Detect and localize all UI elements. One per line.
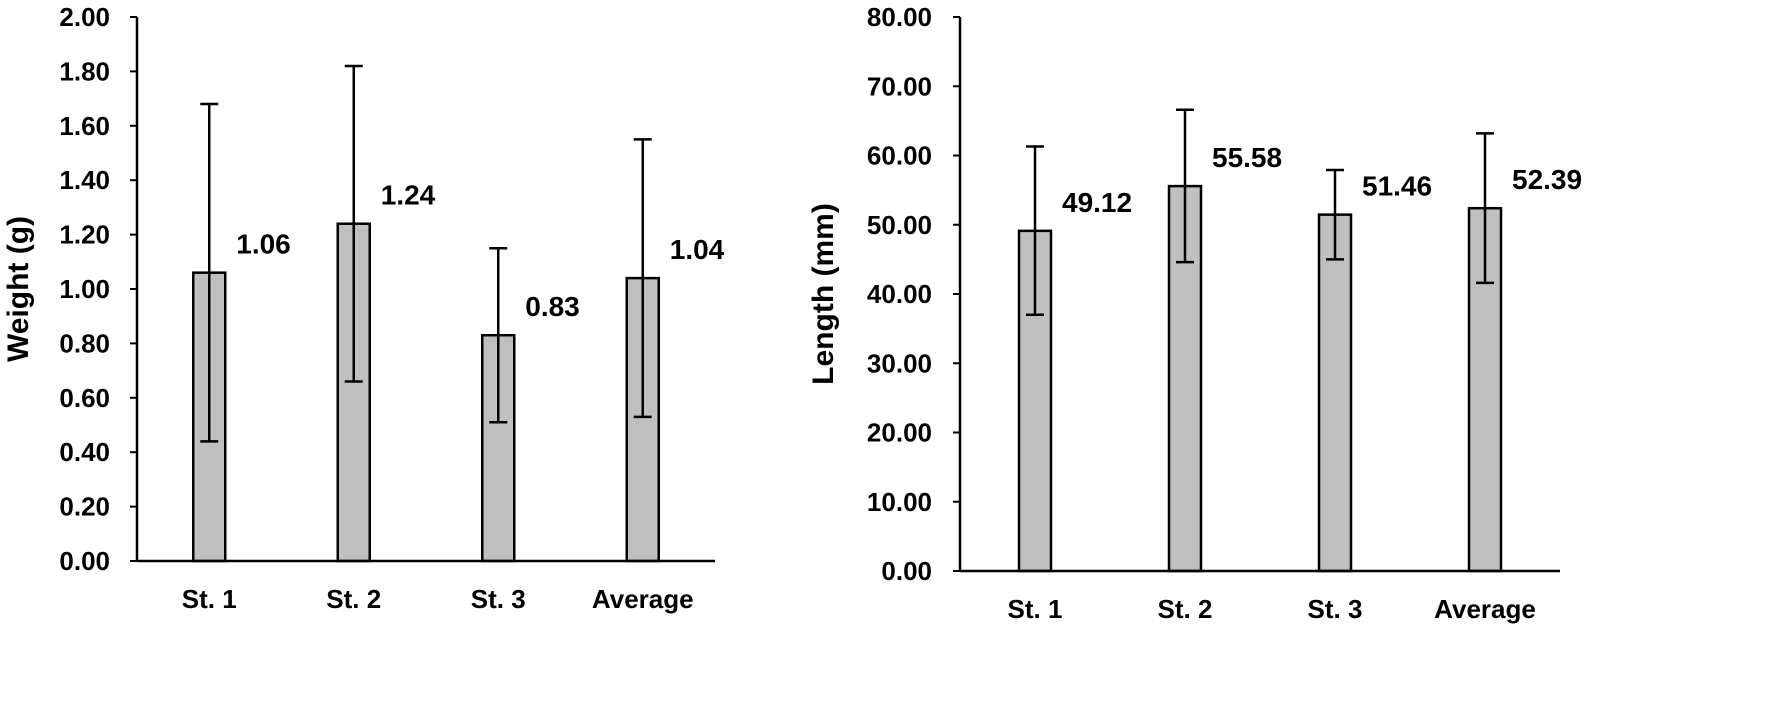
length-data-label: 51.46 xyxy=(1362,171,1432,202)
length-ytick-label: 80.00 xyxy=(867,2,932,32)
weight-category-label: St. 1 xyxy=(182,584,237,614)
length-chart: 0.00 10.00 20.00 30.00 40.00 50.00 60.00 70.00 8… xyxy=(807,2,1582,624)
weight-ytick-label: 1.20 xyxy=(59,220,110,250)
length-ytick-label: 10.00 xyxy=(867,487,932,517)
weight-category-label: St. 2 xyxy=(326,584,381,614)
weight-ytick-label: 1.40 xyxy=(59,165,110,195)
weight-y-axis-title: Weight (g) xyxy=(2,216,35,362)
length-ytick-label: 20.00 xyxy=(867,418,932,448)
weight-data-label: 1.24 xyxy=(381,180,436,211)
length-data-label: 52.39 xyxy=(1512,164,1582,195)
length-ytick-label: 40.00 xyxy=(867,279,932,309)
weight-ytick-label: 2.00 xyxy=(59,2,110,32)
weight-category-label: Average xyxy=(592,584,694,614)
weight-ytick-label: 0.20 xyxy=(59,492,110,522)
weight-chart: 0.00 0.20 0.40 0.60 0.80 1.00 1.20 1.40 1.60 1.80… xyxy=(2,2,725,614)
weight-ytick-label: 0.40 xyxy=(59,437,110,467)
length-data-label: 49.12 xyxy=(1062,187,1132,218)
weight-ytick-label: 0.80 xyxy=(59,328,110,358)
weight-data-label: 0.83 xyxy=(525,291,580,322)
weight-data-label: 1.06 xyxy=(236,229,291,260)
length-ytick-label: 30.00 xyxy=(867,348,932,378)
length-category-label: Average xyxy=(1434,594,1536,624)
length-ytick-label: 0.00 xyxy=(881,556,932,586)
length-category-label: St. 2 xyxy=(1158,594,1213,624)
length-ytick-label: 60.00 xyxy=(867,141,932,171)
weight-category-label: St. 3 xyxy=(471,584,526,614)
length-bar xyxy=(1317,213,1353,573)
length-data-label: 55.58 xyxy=(1212,142,1282,173)
length-category-label: St. 1 xyxy=(1008,594,1063,624)
weight-ytick-label: 1.80 xyxy=(59,56,110,86)
length-ytick-label: 50.00 xyxy=(867,210,932,240)
weight-ytick-label: 0.60 xyxy=(59,383,110,413)
weight-data-label: 1.04 xyxy=(670,234,725,265)
length-y-axis-title: Length (mm) xyxy=(807,203,840,385)
weight-ytick-label: 1.60 xyxy=(59,111,110,141)
weight-ytick-label: 1.00 xyxy=(59,274,110,304)
length-category-label: St. 3 xyxy=(1308,594,1363,624)
length-ytick-label: 70.00 xyxy=(867,71,932,101)
weight-ytick-label: 0.00 xyxy=(59,546,110,576)
